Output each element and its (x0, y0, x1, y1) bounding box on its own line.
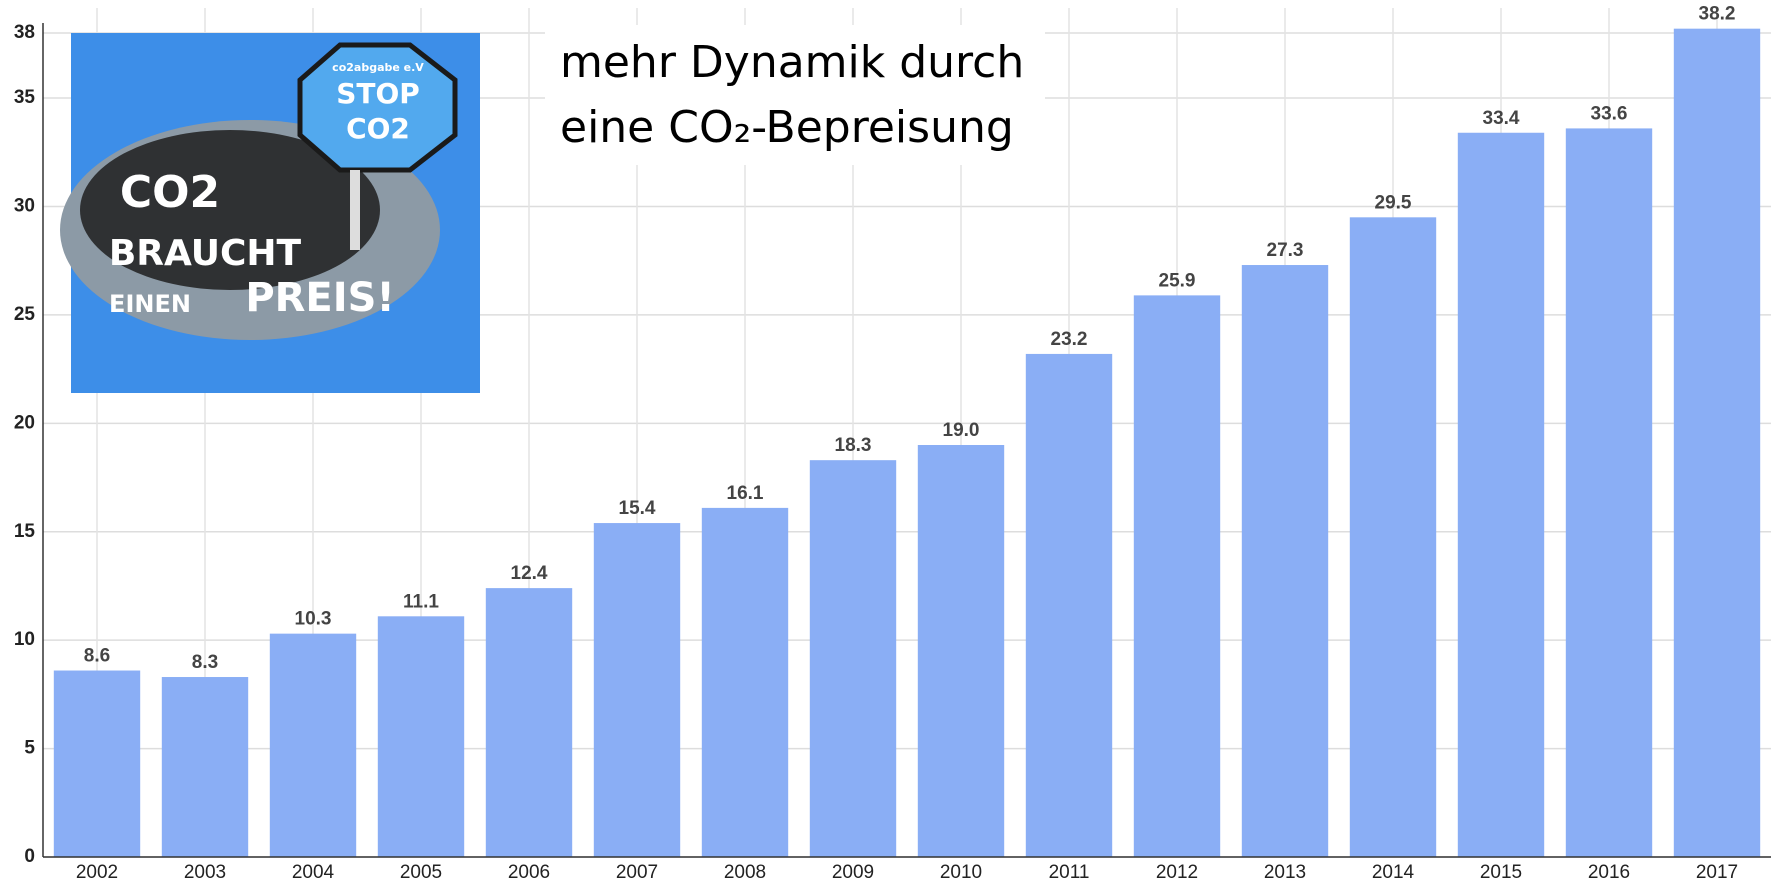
y-tick-label: 25 (14, 304, 36, 325)
bar (1457, 132, 1545, 857)
y-tick-label: 35 (14, 87, 36, 108)
bar (161, 677, 249, 857)
bar (377, 616, 465, 857)
image-text: CO2 (120, 167, 220, 218)
x-tick-label: 2002 (76, 862, 118, 883)
y-tick-label: 20 (14, 412, 35, 433)
stop-sign (297, 42, 458, 173)
value-label: 19.0 (943, 420, 980, 441)
image-text: co2abgabe e.V (332, 61, 424, 74)
x-tick-label: 2004 (292, 862, 335, 883)
y-tick-label: 5 (24, 738, 35, 759)
x-tick-label: 2016 (1588, 862, 1630, 883)
bar (701, 507, 789, 857)
value-label: 23.2 (1051, 329, 1088, 350)
bar (1349, 217, 1437, 857)
bar (1673, 28, 1761, 858)
bar (1133, 295, 1221, 858)
x-tick-label: 2012 (1156, 862, 1198, 883)
image-text: CO2 (346, 112, 410, 145)
y-tick-label: 10 (14, 629, 35, 650)
x-tick-label: 2009 (832, 862, 874, 883)
annotation: mehr Dynamik durch (560, 37, 1024, 88)
value-label: 15.4 (619, 498, 656, 519)
x-tick-label: 2015 (1480, 862, 1522, 883)
image-text: PREIS! (245, 275, 394, 321)
x-tick-label: 2008 (724, 862, 766, 883)
x-tick-label: 2013 (1264, 862, 1306, 883)
value-label: 10.3 (295, 609, 332, 630)
value-label: 18.3 (835, 435, 872, 456)
image-text: BRAUCHT (109, 233, 302, 274)
x-tick-label: 2005 (400, 862, 442, 883)
y-tick-label: 0 (24, 846, 35, 867)
y-tick-label: 15 (14, 521, 36, 542)
value-label: 11.1 (403, 591, 439, 612)
bar (53, 670, 141, 857)
image-smoke (80, 130, 380, 290)
value-label: 29.5 (1375, 192, 1412, 213)
value-label: 12.4 (511, 563, 548, 584)
value-label: 33.4 (1483, 108, 1520, 129)
annotation: eine CO₂-Bepreisung (560, 102, 1014, 153)
x-tick-label: 2014 (1372, 862, 1415, 883)
sign-pole (350, 170, 360, 250)
x-tick-label: 2003 (184, 862, 226, 883)
image-text: EINEN (109, 290, 191, 318)
value-label: 8.6 (84, 646, 110, 667)
x-tick-label: 2006 (508, 862, 550, 883)
bar (1241, 265, 1329, 857)
value-label: 33.6 (1591, 103, 1628, 124)
y-tick-label: 30 (14, 195, 35, 216)
value-label: 16.1 (727, 483, 764, 504)
bar (809, 460, 897, 857)
bar (917, 445, 1005, 857)
bar (1565, 128, 1653, 857)
value-label: 38.2 (1699, 4, 1736, 25)
image-text: STOP (336, 77, 420, 110)
value-label: 25.9 (1159, 270, 1196, 291)
x-tick-label: 2007 (616, 862, 658, 883)
bar (269, 633, 357, 857)
y-tick-label: 38 (14, 22, 35, 43)
bars: 8.6 8.3 10.3 11.1 12.4 15.4 16.1 18.3 19.0 23.2 25… (53, 4, 1761, 858)
value-label: 27.3 (1267, 240, 1304, 261)
bar (485, 588, 573, 857)
x-tick-label: 2011 (1049, 862, 1090, 883)
annotation-box (545, 25, 1045, 165)
value-label: 8.3 (192, 652, 218, 673)
bar (1025, 353, 1113, 857)
inset-image: co2abgabe e.V STOP CO2 CO2 BRAUCHT EINEN… (60, 33, 480, 393)
x-tick-label: 2010 (940, 862, 982, 883)
bar (593, 523, 681, 857)
x-tick-label: 2017 (1696, 862, 1738, 883)
